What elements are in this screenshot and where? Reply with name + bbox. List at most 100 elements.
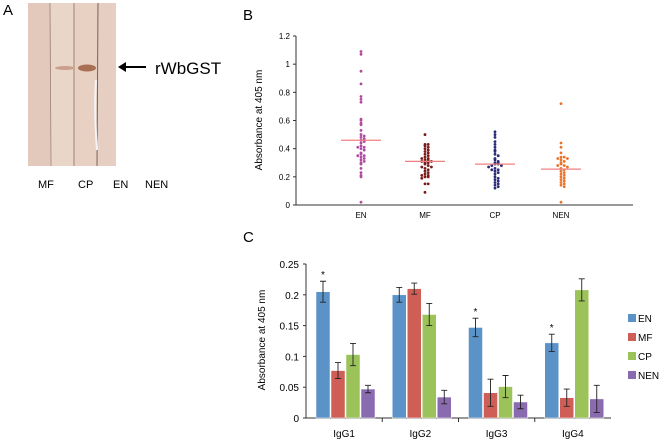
- data-point-mf: [430, 165, 433, 169]
- data-point-nen: [559, 158, 563, 162]
- data-point-mf: [423, 166, 427, 170]
- data-point-mf: [426, 175, 430, 179]
- data-point-en: [359, 133, 363, 136]
- data-point-cp: [493, 133, 497, 136]
- data-point-en: [359, 141, 363, 145]
- data-point-cp: [493, 181, 497, 184]
- data-point-nen: [562, 179, 566, 183]
- significance-marker: *: [550, 323, 554, 334]
- data-point-en: [359, 158, 363, 162]
- data-point-mf: [423, 162, 427, 166]
- significance-marker: *: [474, 307, 478, 318]
- data-point-nen: [562, 155, 566, 159]
- data-point-mf: [420, 157, 424, 160]
- error-bar: [320, 280, 326, 303]
- data-point-nen: [556, 157, 560, 160]
- data-point-mf: [423, 172, 427, 176]
- data-point-cp: [493, 140, 497, 144]
- data-point-mf: [423, 150, 427, 153]
- data-point-cp: [493, 150, 497, 153]
- data-point-cp: [496, 182, 500, 186]
- data-point-en: [359, 100, 363, 104]
- data-point-cp: [493, 145, 497, 149]
- bar-en-igg1: [315, 291, 331, 419]
- data-point-cp: [493, 152, 497, 156]
- rwbgst-band: [78, 64, 96, 72]
- y-tick-label: 0.4: [279, 145, 291, 154]
- y-axis-label: Absorbance at 405 nm: [254, 70, 265, 171]
- data-point-nen: [566, 157, 569, 160]
- data-point-cp: [487, 165, 490, 169]
- y-tick-label: 0.25: [280, 260, 300, 271]
- data-point-nen: [559, 172, 563, 176]
- data-point-cp: [493, 130, 497, 134]
- data-point-cp: [493, 172, 497, 176]
- data-point-cp: [493, 186, 497, 190]
- y-axis-label: Absorbance at 405 nm: [257, 290, 268, 391]
- bar-en-igg4: [544, 342, 559, 419]
- bar-en-igg2: [392, 294, 407, 419]
- data-point-en: [359, 119, 363, 122]
- data-point-cp: [493, 143, 497, 146]
- x-tick-label: IgG1: [333, 429, 355, 440]
- error-bar: [365, 384, 371, 394]
- data-point-en: [359, 171, 363, 175]
- data-point-mf: [426, 182, 430, 186]
- x-tick-label: IgG4: [562, 429, 584, 440]
- data-point-nen: [559, 183, 563, 187]
- bar-cp-igg2: [422, 314, 437, 419]
- legend-label-cp: CP: [638, 352, 652, 363]
- data-point-mf: [426, 171, 430, 175]
- data-point-en: [359, 97, 363, 101]
- lane-label-en: EN: [113, 179, 128, 191]
- data-point-cp: [490, 168, 494, 172]
- data-point-mf: [423, 182, 427, 186]
- data-point-nen: [559, 162, 563, 166]
- error-bar: [472, 317, 479, 338]
- bar-chart-c: 0 0.05 0.1 0.15 0.2 0.25 Absorbance at 405 nm I…: [257, 260, 659, 440]
- data-point-mf: [423, 175, 427, 179]
- y-tick-label: 0.8: [279, 88, 291, 97]
- data-point-mf: [423, 190, 427, 194]
- arrow-icon: [118, 62, 146, 72]
- x-tick-label: MF: [419, 211, 431, 220]
- data-point-en: [362, 145, 366, 149]
- data-point-en: [359, 155, 363, 159]
- data-point-cp: [496, 179, 500, 183]
- data-point-mf: [423, 155, 427, 159]
- data-point-en: [359, 52, 363, 56]
- data-point-nen: [559, 141, 563, 145]
- y-tick-label: 0.15: [280, 322, 300, 333]
- data-point-nen: [562, 182, 566, 186]
- lane-label-mf: MF: [38, 179, 54, 191]
- data-point-nen: [559, 102, 563, 105]
- lane-label-nen: NEN: [145, 179, 168, 191]
- y-tick-label: 1.2: [279, 32, 291, 41]
- legend-swatch-en: [628, 314, 636, 322]
- y-tick-label: 0: [286, 201, 291, 210]
- data-point-mf: [426, 164, 430, 167]
- x-tick-label: IgG2: [410, 429, 432, 440]
- legend-label-en: EN: [638, 314, 652, 325]
- error-bar: [396, 286, 403, 303]
- data-point-mf: [423, 152, 427, 156]
- data-point-cp: [493, 166, 497, 170]
- data-point-nen: [559, 145, 563, 149]
- data-point-en: [359, 200, 363, 204]
- data-point-cp: [496, 154, 500, 158]
- data-point-en: [359, 69, 363, 73]
- data-point-nen: [559, 178, 563, 182]
- data-point-cp: [493, 175, 497, 179]
- data-point-en: [359, 166, 363, 170]
- data-point-mf: [426, 148, 430, 152]
- data-point-en: [359, 136, 363, 139]
- data-point-en: [362, 140, 366, 144]
- bar-en-igg3: [468, 327, 483, 419]
- data-point-mf: [426, 161, 430, 165]
- data-point-cp: [496, 171, 500, 175]
- data-point-mf: [426, 143, 430, 146]
- error-bar: [411, 282, 418, 295]
- data-point-cp: [496, 185, 500, 189]
- bar-mf-igg2: [407, 288, 422, 419]
